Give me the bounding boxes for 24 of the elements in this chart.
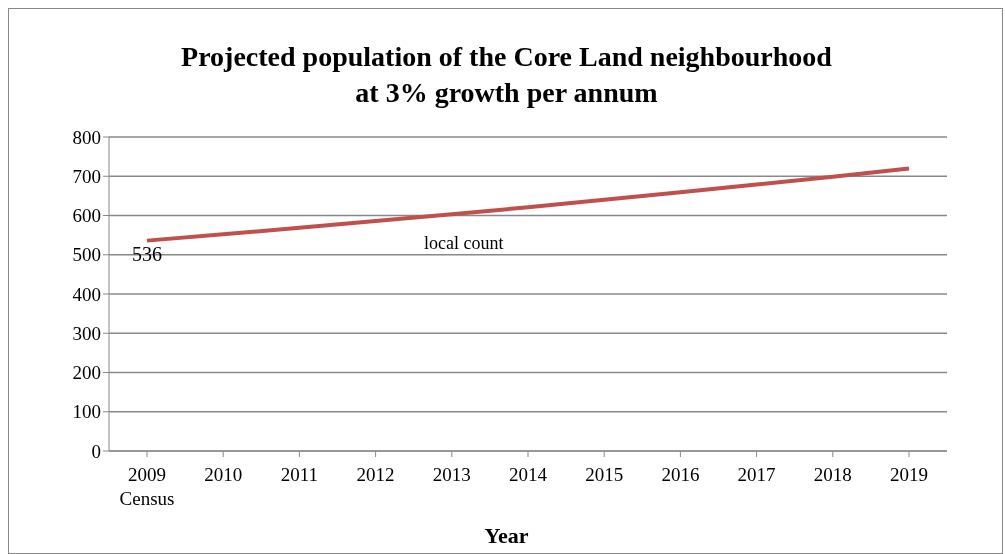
y-tick-label: 200 [72,362,101,384]
y-tick-label: 400 [72,283,101,305]
x-tick-label: 2011 [280,464,319,485]
x-axis-title: Year [483,523,530,549]
x-tick-label: 2015 [585,464,624,485]
x-tick-label: 2012 [356,464,395,485]
x-tick-label: 2009 Census [119,464,175,509]
chart-title: Projected population of the Core Land neighbourhood at 3% growth per annum [180,40,833,110]
y-tick-label: 100 [72,401,101,423]
x-tick-label: 2019 [890,464,928,485]
x-tick-label: 2016 [661,464,700,485]
y-tick-label: 800 [72,126,101,148]
x-tick-label: 2018 [813,464,852,485]
y-tick-label: 300 [72,322,101,344]
y-tick-label: 600 [72,205,101,227]
x-tick-label: 2014 [509,464,548,485]
x-tick-label: 2010 [204,464,243,485]
y-tick-label: 500 [72,244,101,266]
y-tick-label: 700 [72,165,101,187]
annotation: local count [424,233,504,254]
x-tick-label: 2013 [432,464,471,485]
x-tick-label: 2017 [737,464,776,485]
y-tick-label: 0 [91,440,101,462]
annotation: 536 [132,242,162,265]
